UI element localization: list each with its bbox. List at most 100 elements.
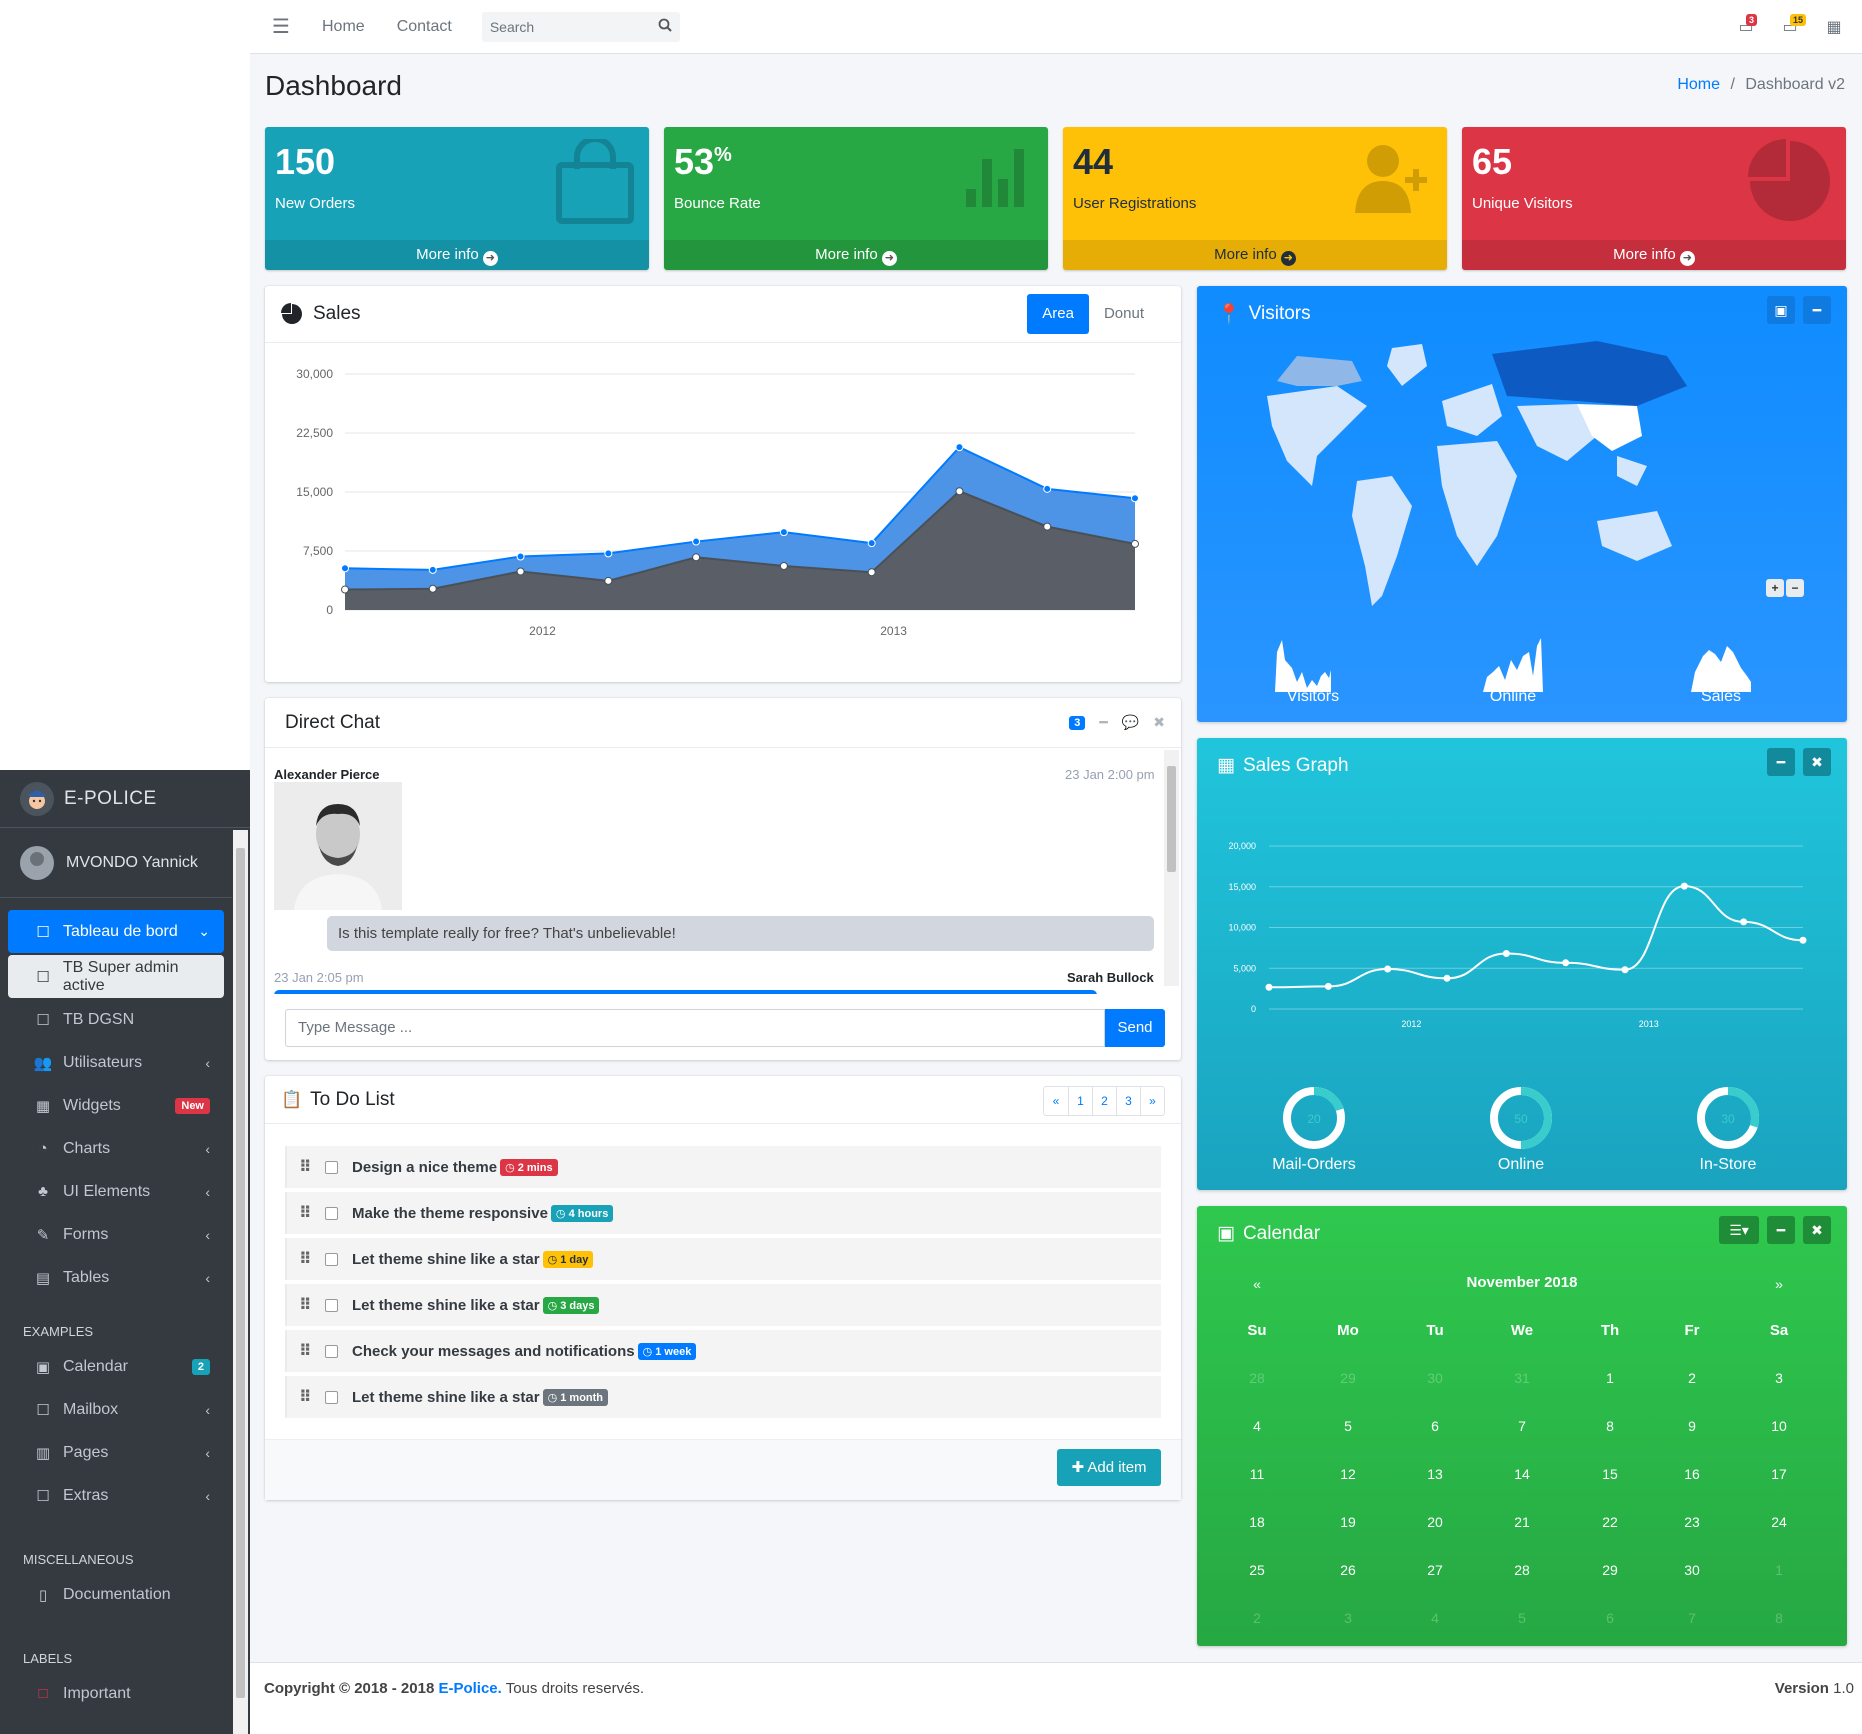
tab-area[interactable]: Area — [1027, 294, 1089, 334]
sidebar-item-important[interactable]: □ Important — [8, 1672, 224, 1715]
page-2[interactable]: 2 — [1092, 1087, 1116, 1115]
calendar-day[interactable]: 12 — [1340, 1466, 1356, 1482]
sidebar-item-forms[interactable]: ✎ Forms ‹ — [8, 1213, 224, 1256]
sidebar-item-pages[interactable]: ▥ Pages ‹ — [8, 1431, 224, 1474]
calendar-day[interactable]: 25 — [1249, 1562, 1265, 1578]
nav-contact-link[interactable]: Contact — [396, 17, 452, 35]
user-panel[interactable]: MVONDO Yannick — [0, 828, 232, 898]
brand[interactable]: E-POLICE — [0, 770, 250, 828]
footer-brand-link[interactable]: E-Police. — [438, 1680, 502, 1697]
close-icon[interactable]: ✖ — [1153, 714, 1165, 730]
zoom-in-button[interactable]: + — [1766, 579, 1784, 597]
zoom-out-button[interactable]: − — [1786, 579, 1804, 597]
page-1[interactable]: 1 — [1068, 1087, 1092, 1115]
calendar-button[interactable]: ▣ — [1767, 296, 1795, 324]
grid-apps-icon[interactable]: ▦ — [1826, 19, 1842, 36]
send-button[interactable]: Send — [1105, 1009, 1165, 1047]
calendar-day[interactable]: 30 — [1427, 1370, 1443, 1386]
todo-checkbox[interactable] — [325, 1206, 338, 1220]
comments-icon[interactable]: 💬 — [1121, 714, 1140, 730]
calendar-day[interactable]: 6 — [1431, 1418, 1439, 1434]
drag-handle-icon[interactable]: ⠿ — [299, 1389, 312, 1406]
calendar-day[interactable]: 29 — [1340, 1370, 1356, 1386]
drag-handle-icon[interactable]: ⠿ — [299, 1205, 312, 1222]
sidebar-item-tb-super-admin[interactable]: ☐ TB Super admin active — [8, 955, 224, 998]
calendar-day[interactable]: 3 — [1775, 1370, 1783, 1386]
sidebar-item-tableau-de-bord[interactable]: ☐ Tableau de bord ⌄ — [8, 910, 224, 953]
calendar-day[interactable]: 7 — [1518, 1418, 1526, 1434]
sidebar-item-charts[interactable]: ◔ Charts ‹ — [8, 1127, 224, 1170]
calendar-day[interactable]: 3 — [1344, 1610, 1352, 1626]
calendar-day[interactable]: 17 — [1771, 1466, 1787, 1482]
calendar-day[interactable]: 2 — [1253, 1610, 1261, 1626]
calendar-day[interactable]: 20 — [1427, 1514, 1443, 1530]
tab-donut[interactable]: Donut — [1103, 305, 1144, 322]
calendar-day[interactable]: 5 — [1344, 1418, 1352, 1434]
sidebar-item-extras[interactable]: ☐ Extras ‹ — [8, 1474, 224, 1517]
messages-icon[interactable]: ▭ 3 — [1724, 12, 1768, 42]
drag-handle-icon[interactable]: ⠿ — [299, 1251, 312, 1268]
nav-home-link[interactable]: Home — [322, 17, 365, 35]
calendar-day[interactable]: 4 — [1253, 1418, 1261, 1434]
sidebar-item-ui-elements[interactable]: ♣ UI Elements ‹ — [8, 1170, 224, 1213]
notifications-icon[interactable]: ▭ 15 — [1768, 12, 1812, 42]
calendar-day[interactable]: 1 — [1775, 1562, 1783, 1578]
prev-month-button[interactable]: « — [1253, 1276, 1261, 1292]
more-info-link[interactable]: More info ➜ — [1063, 240, 1447, 270]
todo-item[interactable]: ⠿ Let theme shine like a star ◷ 1 month — [285, 1376, 1161, 1418]
drag-handle-icon[interactable]: ⠿ — [299, 1343, 312, 1360]
close-button[interactable]: ✖ — [1803, 748, 1831, 776]
todo-item[interactable]: ⠿ Let theme shine like a star ◷ 1 day — [285, 1238, 1161, 1280]
calendar-day[interactable]: 8 — [1775, 1610, 1783, 1626]
calendar-day[interactable]: 27 — [1427, 1562, 1443, 1578]
add-item-button[interactable]: ✚ Add item — [1057, 1449, 1161, 1486]
calendar-day[interactable]: 30 — [1684, 1562, 1700, 1578]
calendar-day[interactable]: 26 — [1340, 1562, 1356, 1578]
calendar-day[interactable]: 22 — [1602, 1514, 1618, 1530]
calendar-day[interactable]: 9 — [1688, 1418, 1696, 1434]
calendar-day[interactable]: 28 — [1514, 1562, 1530, 1578]
more-info-link[interactable]: More info ➜ — [1462, 240, 1846, 270]
calendar-day[interactable]: 24 — [1771, 1514, 1787, 1530]
sidebar-item-mailbox[interactable]: ☐ Mailbox ‹ — [8, 1388, 224, 1431]
sidebar-item-utilisateurs[interactable]: 👥 Utilisateurs ‹ — [8, 1041, 224, 1084]
search-input[interactable]: Search — [481, 11, 680, 42]
collapse-button[interactable]: ━ — [1767, 1216, 1795, 1244]
calendar-day[interactable]: 18 — [1249, 1514, 1265, 1530]
calendar-day[interactable]: 29 — [1602, 1562, 1618, 1578]
todo-item[interactable]: ⠿ Make the theme responsive ◷ 4 hours — [285, 1192, 1161, 1234]
minus-icon[interactable]: ━ — [1099, 714, 1108, 730]
menu-icon[interactable]: ☰ — [272, 16, 290, 38]
sidebar-item-documentation[interactable]: ▯ Documentation — [8, 1573, 224, 1616]
sidebar-item-calendar[interactable]: ▣ Calendar 2 — [8, 1345, 224, 1388]
sidebar-scrollbar[interactable] — [233, 830, 248, 1734]
breadcrumb-home[interactable]: Home — [1677, 76, 1721, 93]
calendar-day[interactable]: 23 — [1684, 1514, 1700, 1530]
calendar-day[interactable]: 11 — [1249, 1466, 1265, 1482]
sidebar-item-widgets[interactable]: ▦ Widgets New — [8, 1084, 224, 1127]
collapse-button[interactable]: ━ — [1803, 296, 1831, 324]
sidebar-item-tb-dgsn[interactable]: ☐ TB DGSN — [8, 998, 224, 1041]
calendar-day[interactable]: 8 — [1606, 1418, 1614, 1434]
more-info-link[interactable]: More info ➜ — [664, 240, 1048, 270]
todo-checkbox[interactable] — [325, 1390, 338, 1404]
drag-handle-icon[interactable]: ⠿ — [299, 1159, 312, 1176]
todo-item[interactable]: ⠿ Design a nice theme ◷ 2 mins — [285, 1146, 1161, 1188]
page-next[interactable]: » — [1140, 1087, 1164, 1115]
calendar-day[interactable]: 21 — [1514, 1514, 1530, 1530]
calendar-day[interactable]: 4 — [1431, 1610, 1439, 1626]
collapse-button[interactable]: ━ — [1767, 748, 1795, 776]
calendar-day[interactable]: 31 — [1514, 1370, 1530, 1386]
world-map[interactable] — [1197, 286, 1847, 722]
todo-checkbox[interactable] — [325, 1344, 338, 1358]
calendar-day[interactable]: 15 — [1602, 1466, 1618, 1482]
calendar-day[interactable]: 13 — [1427, 1466, 1443, 1482]
drag-handle-icon[interactable]: ⠿ — [299, 1297, 312, 1314]
todo-checkbox[interactable] — [325, 1298, 338, 1312]
calendar-day[interactable]: 7 — [1688, 1610, 1696, 1626]
calendar-day[interactable]: 2 — [1688, 1370, 1696, 1386]
todo-item[interactable]: ⠿ Check your messages and notifications ◷ … — [285, 1330, 1161, 1372]
calendar-menu-button[interactable]: ☰▾ — [1719, 1216, 1759, 1244]
scroll-thumb[interactable] — [236, 848, 245, 1698]
calendar-day[interactable]: 5 — [1518, 1610, 1526, 1626]
